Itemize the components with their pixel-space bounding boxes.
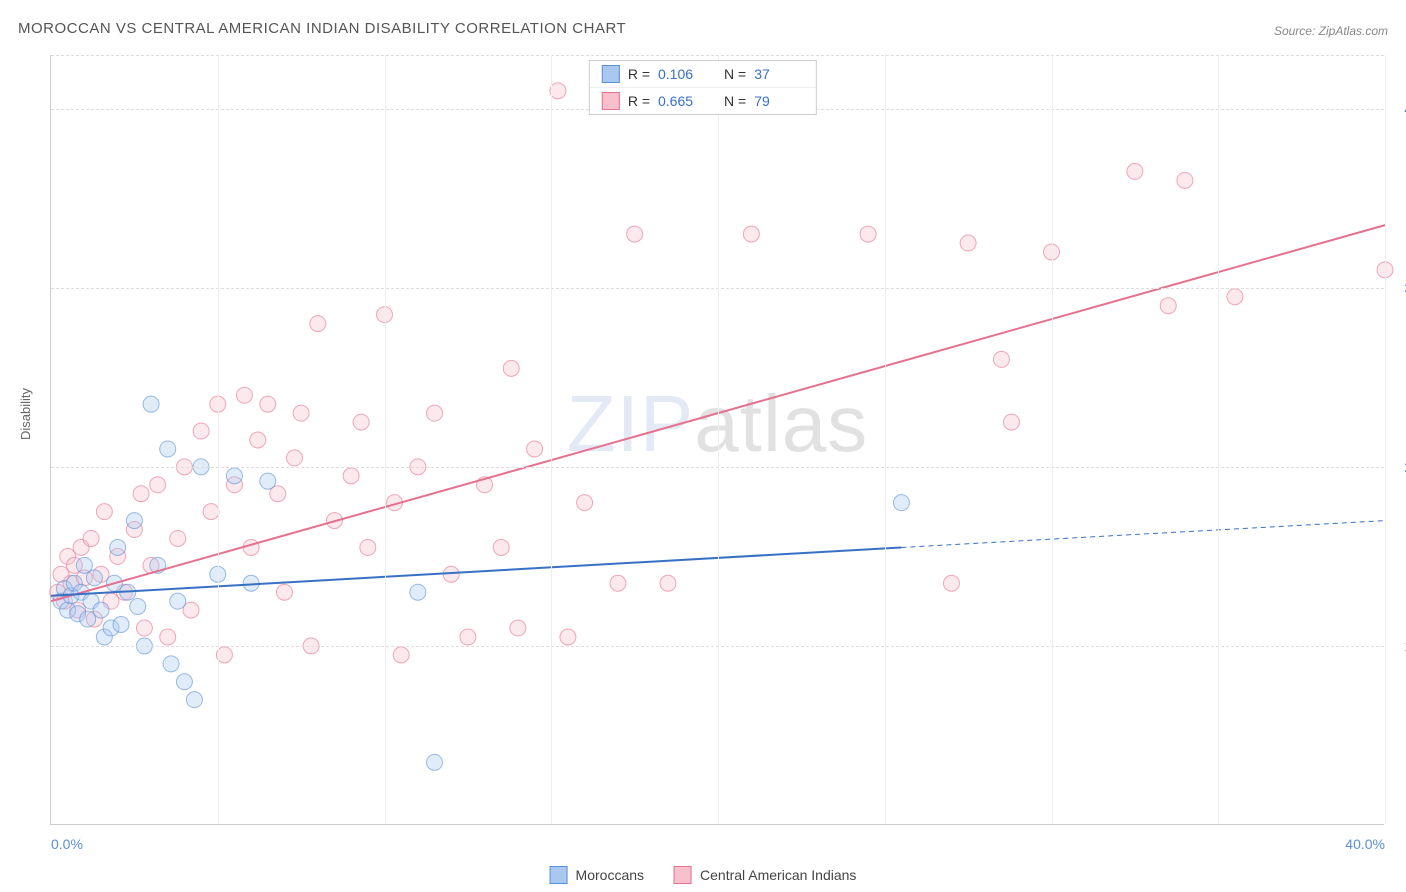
- scatter-point-cai: [310, 316, 326, 332]
- scatter-point-cai: [160, 629, 176, 645]
- scatter-point-cai: [286, 450, 302, 466]
- gridline-v: [1218, 55, 1219, 824]
- legend-swatch: [602, 92, 620, 110]
- legend-r-value: 0.665: [658, 93, 708, 109]
- legend-r-value: 0.106: [658, 66, 708, 82]
- scatter-point-cai: [1227, 289, 1243, 305]
- legend-n-label: N =: [724, 66, 746, 82]
- scatter-point-cai: [243, 539, 259, 555]
- legend-item: Central American Indians: [674, 866, 856, 884]
- gridline-v: [385, 55, 386, 824]
- gridline-v: [551, 55, 552, 824]
- scatter-point-moroccan: [93, 602, 109, 618]
- scatter-point-moroccan: [160, 441, 176, 457]
- scatter-point-cai: [170, 530, 186, 546]
- scatter-point-cai: [353, 414, 369, 430]
- scatter-point-cai: [610, 575, 626, 591]
- gridline-v: [218, 55, 219, 824]
- legend-swatch: [550, 866, 568, 884]
- scatter-point-cai: [510, 620, 526, 636]
- scatter-point-cai: [343, 468, 359, 484]
- legend-row: R = 0.665 N = 79: [590, 87, 816, 114]
- scatter-point-cai: [293, 405, 309, 421]
- plot-area: ZIPatlas 10.0%20.0%30.0%40.0%0.0%40.0%: [50, 55, 1384, 825]
- scatter-point-cai: [460, 629, 476, 645]
- scatter-point-cai: [993, 351, 1009, 367]
- trendline-moroccan: [51, 547, 901, 595]
- scatter-point-moroccan: [427, 754, 443, 770]
- legend-r-label: R =: [628, 93, 650, 109]
- legend-n-value: 79: [754, 93, 804, 109]
- scatter-point-moroccan: [226, 468, 242, 484]
- scatter-point-cai: [960, 235, 976, 251]
- legend-r-label: R =: [628, 66, 650, 82]
- scatter-point-cai: [493, 539, 509, 555]
- legend-label: Moroccans: [576, 867, 644, 883]
- legend-n-value: 37: [754, 66, 804, 82]
- scatter-point-cai: [577, 495, 593, 511]
- legend-swatch: [602, 65, 620, 83]
- correlation-legend: R = 0.106 N = 37 R = 0.665 N = 79: [589, 60, 817, 115]
- legend-item: Moroccans: [550, 866, 644, 884]
- gridline-v: [718, 55, 719, 824]
- scatter-point-cai: [503, 360, 519, 376]
- scatter-point-cai: [860, 226, 876, 242]
- x-tick-label: 0.0%: [51, 836, 83, 852]
- trendline-moroccan-extrapolated: [901, 521, 1385, 548]
- scatter-point-cai: [276, 584, 292, 600]
- gridline-v: [1052, 55, 1053, 824]
- scatter-point-moroccan: [893, 495, 909, 511]
- series-legend: Moroccans Central American Indians: [550, 866, 857, 884]
- scatter-point-cai: [203, 504, 219, 520]
- scatter-point-cai: [96, 504, 112, 520]
- scatter-point-moroccan: [260, 473, 276, 489]
- legend-label: Central American Indians: [700, 867, 856, 883]
- scatter-point-cai: [393, 647, 409, 663]
- gridline-v: [1385, 55, 1386, 824]
- scatter-point-cai: [216, 647, 232, 663]
- scatter-point-cai: [1127, 163, 1143, 179]
- scatter-point-cai: [660, 575, 676, 591]
- scatter-point-cai: [743, 226, 759, 242]
- scatter-point-moroccan: [86, 570, 102, 586]
- scatter-point-cai: [1003, 414, 1019, 430]
- scatter-point-moroccan: [130, 599, 146, 615]
- scatter-point-cai: [260, 396, 276, 412]
- scatter-point-cai: [136, 620, 152, 636]
- scatter-point-cai: [527, 441, 543, 457]
- x-tick-label: 40.0%: [1345, 836, 1385, 852]
- scatter-point-moroccan: [143, 396, 159, 412]
- scatter-point-moroccan: [110, 539, 126, 555]
- gridline-v: [885, 55, 886, 824]
- scatter-point-cai: [150, 477, 166, 493]
- scatter-point-cai: [83, 530, 99, 546]
- scatter-point-moroccan: [170, 593, 186, 609]
- scatter-point-cai: [1160, 298, 1176, 314]
- scatter-point-cai: [193, 423, 209, 439]
- legend-n-label: N =: [724, 93, 746, 109]
- scatter-point-cai: [943, 575, 959, 591]
- scatter-point-cai: [236, 387, 252, 403]
- scatter-point-cai: [627, 226, 643, 242]
- scatter-point-cai: [360, 539, 376, 555]
- scatter-point-cai: [1177, 172, 1193, 188]
- scatter-point-moroccan: [176, 674, 192, 690]
- chart-title: MOROCCAN VS CENTRAL AMERICAN INDIAN DISA…: [18, 20, 626, 37]
- scatter-point-moroccan: [186, 692, 202, 708]
- scatter-point-moroccan: [410, 584, 426, 600]
- scatter-point-cai: [250, 432, 266, 448]
- legend-swatch: [674, 866, 692, 884]
- scatter-point-moroccan: [113, 616, 129, 632]
- scatter-point-cai: [550, 83, 566, 99]
- scatter-point-cai: [560, 629, 576, 645]
- scatter-point-moroccan: [126, 513, 142, 529]
- y-axis-label: Disability: [18, 388, 33, 440]
- scatter-point-cai: [133, 486, 149, 502]
- source-label: Source: ZipAtlas.com: [1274, 24, 1388, 38]
- scatter-point-cai: [427, 405, 443, 421]
- scatter-point-moroccan: [163, 656, 179, 672]
- legend-row: R = 0.106 N = 37: [590, 61, 816, 87]
